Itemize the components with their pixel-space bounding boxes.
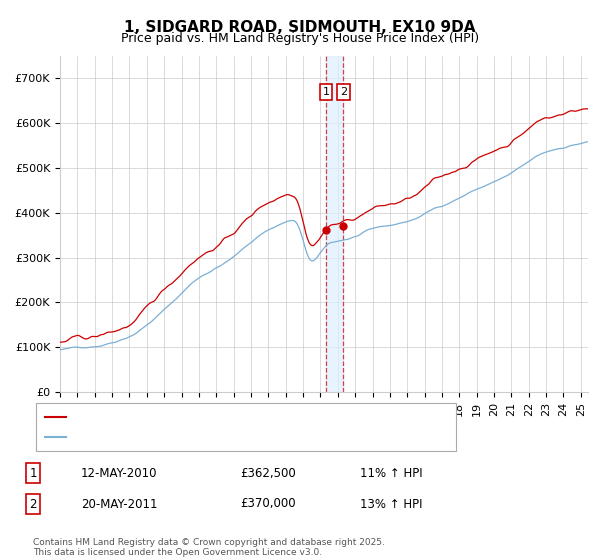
- Text: £362,500: £362,500: [240, 466, 296, 480]
- Text: 1, SIDGARD ROAD, SIDMOUTH, EX10 9DA: 1, SIDGARD ROAD, SIDMOUTH, EX10 9DA: [124, 20, 476, 35]
- Text: 2: 2: [29, 497, 37, 511]
- Text: 13% ↑ HPI: 13% ↑ HPI: [360, 497, 422, 511]
- Bar: [326, 56, 343, 392]
- Text: 1: 1: [322, 87, 329, 97]
- Text: 1, SIDGARD ROAD, SIDMOUTH, EX10 9DA (detached house): 1, SIDGARD ROAD, SIDMOUTH, EX10 9DA (det…: [72, 413, 383, 422]
- Text: 2: 2: [340, 87, 347, 97]
- Text: £370,000: £370,000: [240, 497, 296, 511]
- Text: 12-MAY-2010: 12-MAY-2010: [81, 466, 157, 480]
- Text: HPI: Average price, detached house, East Devon: HPI: Average price, detached house, East…: [72, 432, 324, 442]
- Text: 20-MAY-2011: 20-MAY-2011: [81, 497, 157, 511]
- Text: 11% ↑ HPI: 11% ↑ HPI: [360, 466, 422, 480]
- Text: Price paid vs. HM Land Registry's House Price Index (HPI): Price paid vs. HM Land Registry's House …: [121, 32, 479, 45]
- Text: Contains HM Land Registry data © Crown copyright and database right 2025.
This d: Contains HM Land Registry data © Crown c…: [33, 538, 385, 557]
- Text: 1: 1: [29, 466, 37, 480]
